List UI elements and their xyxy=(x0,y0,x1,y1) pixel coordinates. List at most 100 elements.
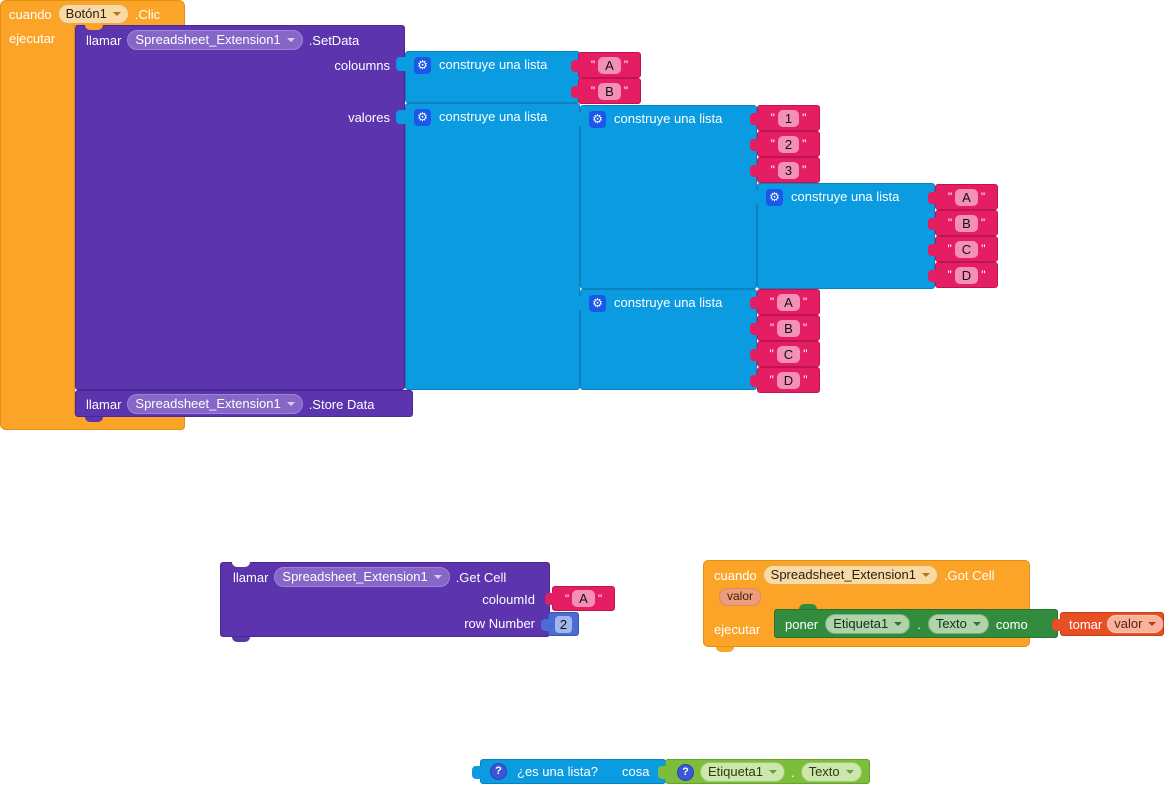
make-list-label: construye una lista xyxy=(614,111,723,126)
dropdown-arrow-icon xyxy=(286,401,295,406)
mutator-gear-icon[interactable]: ⚙ xyxy=(589,111,606,128)
text-string-field[interactable]: 3 xyxy=(777,161,800,179)
text-string-field[interactable]: D xyxy=(776,371,801,389)
param-label-valores: valores xyxy=(348,110,390,125)
when-gotcell-block[interactable]: cuando Spreadsheet_Extension1 .Got Cell … xyxy=(703,560,1030,647)
mutator-gear-icon[interactable]: ⚙ xyxy=(766,189,783,206)
get-variable-valor-block[interactable]: tomar valor xyxy=(1052,612,1164,636)
when-button-click-block[interactable]: cuando Botón1 .Clic xyxy=(0,0,185,26)
property-dropdown[interactable]: Texto xyxy=(800,762,862,782)
method-name-label: .SetData xyxy=(308,32,360,48)
connector-plug xyxy=(571,296,581,310)
mutator-gear-icon[interactable]: ⚙ xyxy=(414,57,431,74)
connector-plug xyxy=(571,112,581,126)
connector-plug xyxy=(928,270,937,282)
text-string-block[interactable]: " A " xyxy=(545,586,615,611)
component-name-label: Etiqueta1 xyxy=(833,616,889,631)
make-list-block-valores[interactable]: ⚙ construye una lista xyxy=(405,103,580,390)
component-dropdown[interactable]: Spreadsheet_Extension1 xyxy=(127,30,303,50)
text-string-field[interactable]: B xyxy=(598,82,621,100)
connector-plug xyxy=(750,375,759,387)
component-dropdown[interactable]: Spreadsheet_Extension1 xyxy=(127,394,303,414)
text-string-field[interactable]: C xyxy=(776,345,801,363)
component-dropdown[interactable]: Botón1 xyxy=(57,4,129,24)
text-string-block[interactable]: " C " xyxy=(928,236,998,262)
mutator-gear-icon[interactable]: ⚙ xyxy=(414,109,431,126)
text-string-field[interactable]: A xyxy=(572,590,595,607)
is-a-list-block[interactable]: ? ¿es una lista? cosa xyxy=(472,759,666,784)
call-keyword-label: llamar xyxy=(86,32,122,48)
component-dropdown[interactable]: Etiqueta1 xyxy=(700,762,785,782)
connector-plug xyxy=(750,297,759,309)
connector-plug xyxy=(472,766,482,779)
make-list-block-row1-nested[interactable]: ⚙ construye una lista xyxy=(757,183,935,289)
text-string-block[interactable]: " D " xyxy=(750,367,820,393)
param-label-coloumns: coloumns xyxy=(334,58,390,73)
text-string-field[interactable]: D xyxy=(954,266,979,284)
dot-label: . xyxy=(917,616,921,632)
text-string-field[interactable]: B xyxy=(955,214,978,232)
gear-glyph: ⚙ xyxy=(769,190,780,204)
method-name-label: .Get Cell xyxy=(455,569,507,585)
do-keyword-label: ejecutar xyxy=(714,622,761,637)
when-block-left-arm[interactable]: ejecutar xyxy=(0,25,75,430)
call-setdata-block[interactable]: llamar Spreadsheet_Extension1 .SetData c… xyxy=(75,25,405,390)
variable-name-label: valor xyxy=(1114,616,1143,631)
call-storedata-block[interactable]: llamar Spreadsheet_Extension1 .Store Dat… xyxy=(75,390,413,417)
text-string-field[interactable]: B xyxy=(777,319,800,337)
text-string-block[interactable]: " 2 " xyxy=(750,131,820,157)
text-string-block[interactable]: " A " xyxy=(928,184,998,210)
help-glyph: ? xyxy=(495,765,502,777)
call-getcell-block[interactable]: llamar Spreadsheet_Extension1 .Get Cell … xyxy=(220,562,550,637)
text-string-block[interactable]: " B " xyxy=(928,210,998,236)
property-dropdown[interactable]: Texto xyxy=(927,614,989,634)
text-string-field[interactable]: C xyxy=(954,240,979,258)
make-list-block-coloumns[interactable]: ⚙ construye una lista xyxy=(405,51,580,103)
event-param-valor[interactable]: valor xyxy=(719,588,762,606)
text-string-block[interactable]: " 3 " xyxy=(750,157,820,183)
text-string-block[interactable]: " 1 " xyxy=(750,105,820,131)
set-label-texto-block[interactable]: poner Etiqueta1 . Texto como xyxy=(774,609,1058,638)
quote-mark: " xyxy=(769,373,774,387)
text-string-block[interactable]: " B " xyxy=(750,315,820,341)
text-string-block[interactable]: " A " xyxy=(571,52,641,78)
text-string-field[interactable]: A xyxy=(955,188,978,206)
make-list-block-row1[interactable]: ⚙ construye una lista xyxy=(580,105,757,289)
quote-mark: " xyxy=(802,163,807,177)
variable-dropdown[interactable]: valor xyxy=(1107,615,1164,633)
component-dropdown[interactable]: Etiqueta1 xyxy=(825,614,911,634)
help-glyph: ? xyxy=(682,765,689,778)
text-string-field[interactable]: 2 xyxy=(777,135,800,153)
component-dropdown[interactable]: Spreadsheet_Extension1 xyxy=(762,565,938,585)
method-name-label: .Store Data xyxy=(308,396,375,412)
text-string-field[interactable]: A xyxy=(777,293,800,311)
event-name-label: .Clic xyxy=(134,6,161,22)
text-string-block[interactable]: " A " xyxy=(750,289,820,315)
quote-mark: " xyxy=(980,190,986,204)
quote-mark: " xyxy=(590,84,596,98)
dropdown-arrow-icon xyxy=(1148,621,1157,626)
component-name-label: Spreadsheet_Extension1 xyxy=(135,396,281,411)
text-string-field[interactable]: A xyxy=(598,56,621,74)
text-string-field[interactable]: 1 xyxy=(777,109,800,127)
label-texto-getter-block[interactable]: ? Etiqueta1 . Texto xyxy=(658,759,870,784)
property-name-label: Texto xyxy=(808,764,840,779)
text-string-block[interactable]: " D " xyxy=(928,262,998,288)
quote-mark: " xyxy=(623,84,629,98)
dropdown-arrow-icon xyxy=(921,572,930,577)
component-dropdown[interactable]: Spreadsheet_Extension1 xyxy=(274,567,450,587)
help-icon[interactable]: ? xyxy=(677,763,694,781)
text-string-block[interactable]: " B " xyxy=(571,78,641,104)
statement-connector xyxy=(85,417,103,422)
help-icon[interactable]: ? xyxy=(490,763,507,780)
make-list-block-row2[interactable]: ⚙ construye una lista xyxy=(580,289,757,390)
text-string-block[interactable]: " C " xyxy=(750,341,820,367)
connector-plug xyxy=(928,192,937,204)
number-block[interactable]: 2 xyxy=(541,612,579,636)
mutator-gear-icon[interactable]: ⚙ xyxy=(589,295,606,312)
dropdown-arrow-icon xyxy=(433,574,442,579)
param-label-coloumid: coloumId xyxy=(482,592,535,607)
component-name-label: Botón1 xyxy=(65,6,107,21)
number-field[interactable]: 2 xyxy=(554,615,573,633)
